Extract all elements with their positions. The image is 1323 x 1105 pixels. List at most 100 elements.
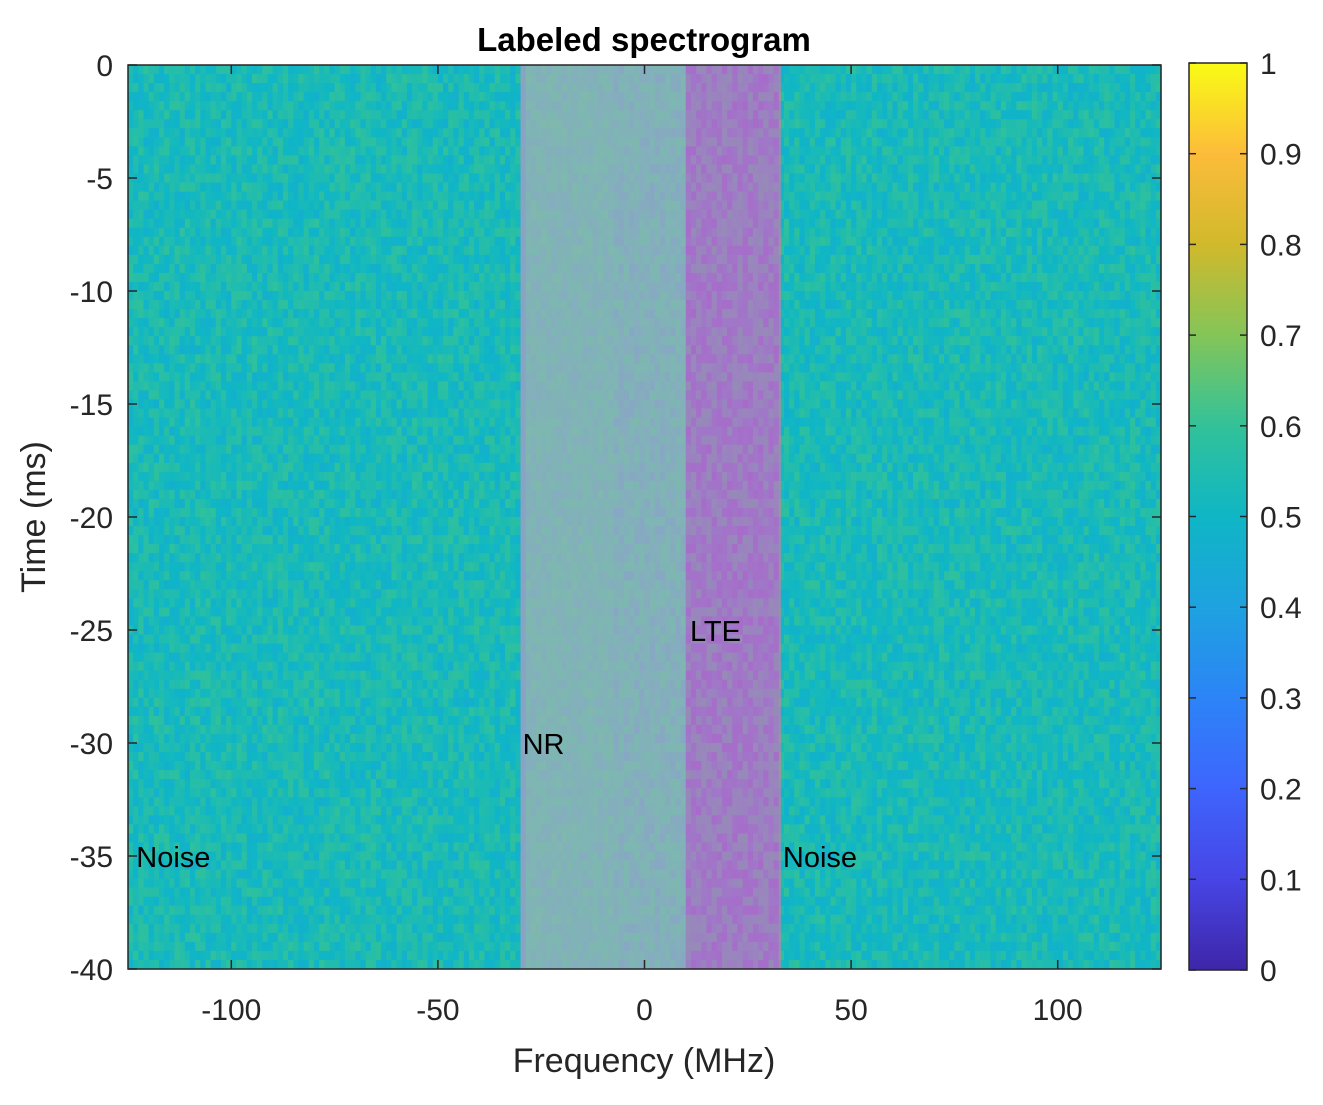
heatmap-cell — [499, 128, 506, 138]
heatmap-cell — [432, 245, 439, 256]
heatmap-cell — [1047, 164, 1054, 175]
heatmap-cell — [515, 173, 522, 184]
heatmap-cell — [169, 182, 176, 193]
heatmap-cell — [143, 209, 150, 220]
heatmap-cell — [189, 101, 196, 111]
heatmap-cell — [257, 182, 263, 193]
heatmap-cell — [835, 101, 842, 111]
heatmap-cell — [907, 200, 914, 211]
heatmap-cell — [499, 155, 506, 166]
heatmap-cell — [215, 218, 222, 229]
heatmap-cell — [246, 146, 253, 156]
heatmap-cell — [303, 245, 310, 256]
heatmap-cell — [334, 191, 341, 202]
heatmap-cell — [913, 281, 919, 292]
heatmap-cell — [845, 209, 852, 220]
heatmap-cell — [907, 92, 914, 102]
heatmap-cell — [876, 83, 883, 93]
heatmap-cell — [845, 281, 852, 292]
heatmap-cell — [1031, 110, 1038, 120]
heatmap-cell — [949, 191, 955, 202]
heatmap-cell — [918, 146, 925, 156]
heatmap-cell — [463, 92, 470, 102]
heatmap-cell — [128, 101, 134, 111]
heatmap-cell — [809, 272, 816, 283]
heatmap-cell — [344, 245, 351, 256]
heatmap-cell — [427, 173, 434, 184]
heatmap-cell — [1042, 110, 1048, 120]
heatmap-cell — [923, 119, 930, 129]
heatmap-cell — [360, 263, 367, 274]
heatmap-cell — [835, 83, 842, 93]
heatmap-cell — [907, 74, 914, 84]
heatmap-cell — [882, 74, 888, 84]
heatmap-cell — [1124, 236, 1131, 247]
heatmap-cell — [443, 263, 449, 274]
heatmap-cell — [856, 263, 863, 274]
heatmap-cell — [1124, 137, 1131, 147]
heatmap-cell — [355, 263, 362, 274]
heatmap-cell — [510, 155, 516, 166]
heatmap-cell — [262, 155, 269, 166]
heatmap-cell — [825, 92, 832, 102]
heatmap-cell — [205, 65, 212, 75]
heatmap-cell — [515, 281, 522, 292]
heatmap-cell — [897, 236, 904, 247]
heatmap-cell — [1011, 191, 1017, 202]
heatmap-cell — [814, 236, 821, 247]
heatmap-cell — [339, 146, 346, 156]
heatmap-cell — [128, 146, 134, 156]
heatmap-cell — [277, 137, 284, 147]
heatmap-cell — [866, 281, 873, 292]
heatmap-cell — [339, 110, 346, 120]
heatmap-cell — [954, 137, 961, 147]
heatmap-cell — [1078, 173, 1085, 184]
heatmap-cell — [220, 272, 227, 283]
heatmap-cell — [1031, 83, 1038, 93]
heatmap-cell — [158, 128, 165, 138]
heatmap-cell — [453, 83, 460, 93]
heatmap-cell — [1052, 209, 1059, 220]
heatmap-cell — [128, 155, 134, 166]
heatmap-cell — [184, 218, 191, 229]
heatmap-cell — [246, 227, 253, 238]
heatmap-cell — [298, 110, 305, 120]
heatmap-cell — [189, 245, 196, 256]
heatmap-cell — [246, 281, 253, 292]
heatmap-cell — [814, 128, 821, 138]
heatmap-cell — [432, 227, 439, 238]
heatmap-cell — [401, 65, 408, 75]
heatmap-cell — [474, 200, 480, 211]
heatmap-cell — [814, 173, 821, 184]
heatmap-cell — [350, 164, 356, 175]
heatmap-cell — [1068, 92, 1074, 102]
heatmap-cell — [1119, 83, 1126, 93]
heatmap-cell — [830, 236, 837, 247]
heatmap-cell — [391, 200, 398, 211]
heatmap-cell — [128, 218, 134, 229]
heatmap-cell — [897, 272, 904, 283]
heatmap-cell — [422, 245, 429, 256]
heatmap-cell — [515, 245, 522, 256]
heatmap-cell — [866, 182, 873, 193]
heatmap-cell — [840, 155, 847, 166]
heatmap-cell — [1037, 137, 1043, 147]
heatmap-cell — [1073, 209, 1079, 220]
heatmap-cell — [468, 173, 475, 184]
heatmap-cell — [1155, 119, 1162, 129]
heatmap-cell — [339, 65, 346, 75]
heatmap-cell — [231, 119, 238, 129]
heatmap-cell — [804, 92, 811, 102]
heatmap-cell — [835, 272, 842, 283]
heatmap-cell — [794, 155, 801, 166]
heatmap-cell — [448, 209, 454, 220]
heatmap-cell — [789, 128, 795, 138]
heatmap-cell — [995, 164, 1002, 175]
heatmap-cell — [138, 65, 145, 75]
heatmap-cell — [215, 146, 222, 156]
heatmap-cell — [463, 200, 470, 211]
heatmap-cell — [887, 119, 894, 129]
heatmap-cell — [231, 272, 238, 283]
heatmap-cell — [1114, 110, 1121, 120]
heatmap-cell — [370, 83, 377, 93]
